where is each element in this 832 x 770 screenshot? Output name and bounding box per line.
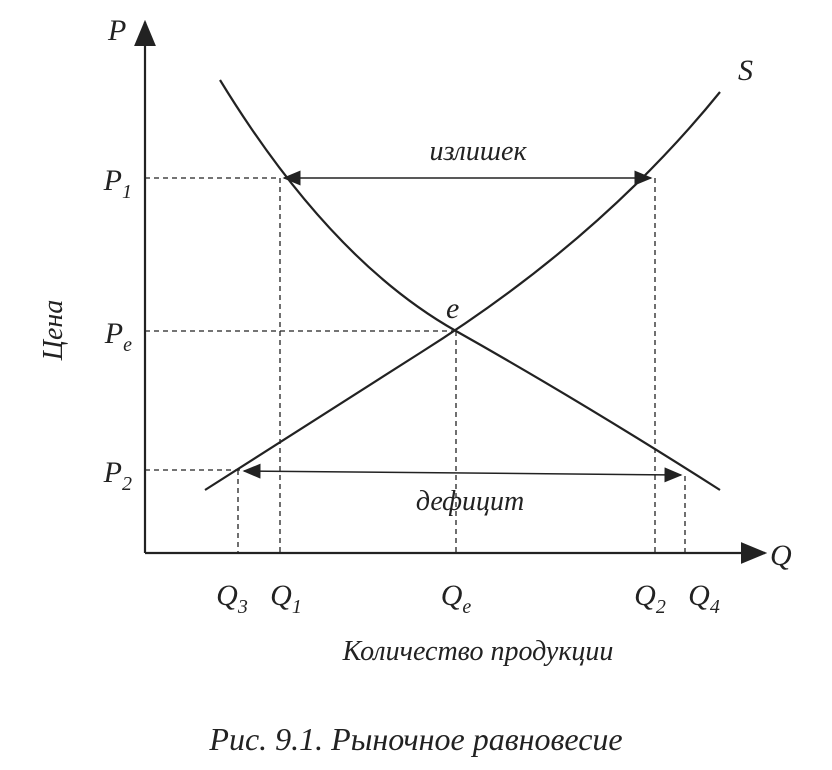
label-base: Q — [216, 579, 238, 612]
level-label: P2 — [103, 456, 132, 495]
caption: Рис. 9.1. Рыночное равновесие — [208, 721, 622, 757]
label-sub: 2 — [122, 473, 132, 495]
label-base: P — [103, 164, 122, 197]
label-base: Q — [441, 579, 463, 612]
level-label: P1 — [103, 164, 132, 203]
level-label: Q4 — [688, 579, 720, 618]
label-sub: e — [123, 334, 132, 356]
y-axis-title: Цена — [38, 300, 69, 362]
level-label: Pe — [104, 317, 132, 356]
label-sub: 2 — [656, 596, 666, 618]
surplus-label: излишек — [429, 136, 527, 167]
guide-lines — [145, 177, 686, 553]
label-base: Q — [688, 579, 710, 612]
deficit-label: дефицит — [416, 486, 524, 517]
level-label: Q1 — [270, 579, 302, 618]
supply-label: S — [738, 54, 753, 87]
label-sub: 1 — [292, 596, 302, 618]
y-axis-label: P — [107, 14, 126, 47]
x-axis-label: Q — [770, 539, 792, 572]
equilibrium-label: e — [446, 292, 459, 325]
deficit-arrow — [242, 463, 683, 483]
x-axis-title: Количество продукции — [342, 636, 614, 667]
label-sub: e — [462, 596, 471, 618]
label-sub: 1 — [122, 181, 132, 203]
label-base: Q — [634, 579, 656, 612]
label-base: P — [104, 317, 123, 350]
level-label: Q3 — [216, 579, 248, 618]
level-label: Qe — [441, 579, 472, 618]
label-sub: 4 — [710, 596, 720, 618]
label-sub: 3 — [237, 596, 248, 618]
level-label: Q2 — [634, 579, 666, 618]
label-base: P — [103, 456, 122, 489]
label-base: Q — [270, 579, 292, 612]
supply-curve — [204, 91, 721, 491]
